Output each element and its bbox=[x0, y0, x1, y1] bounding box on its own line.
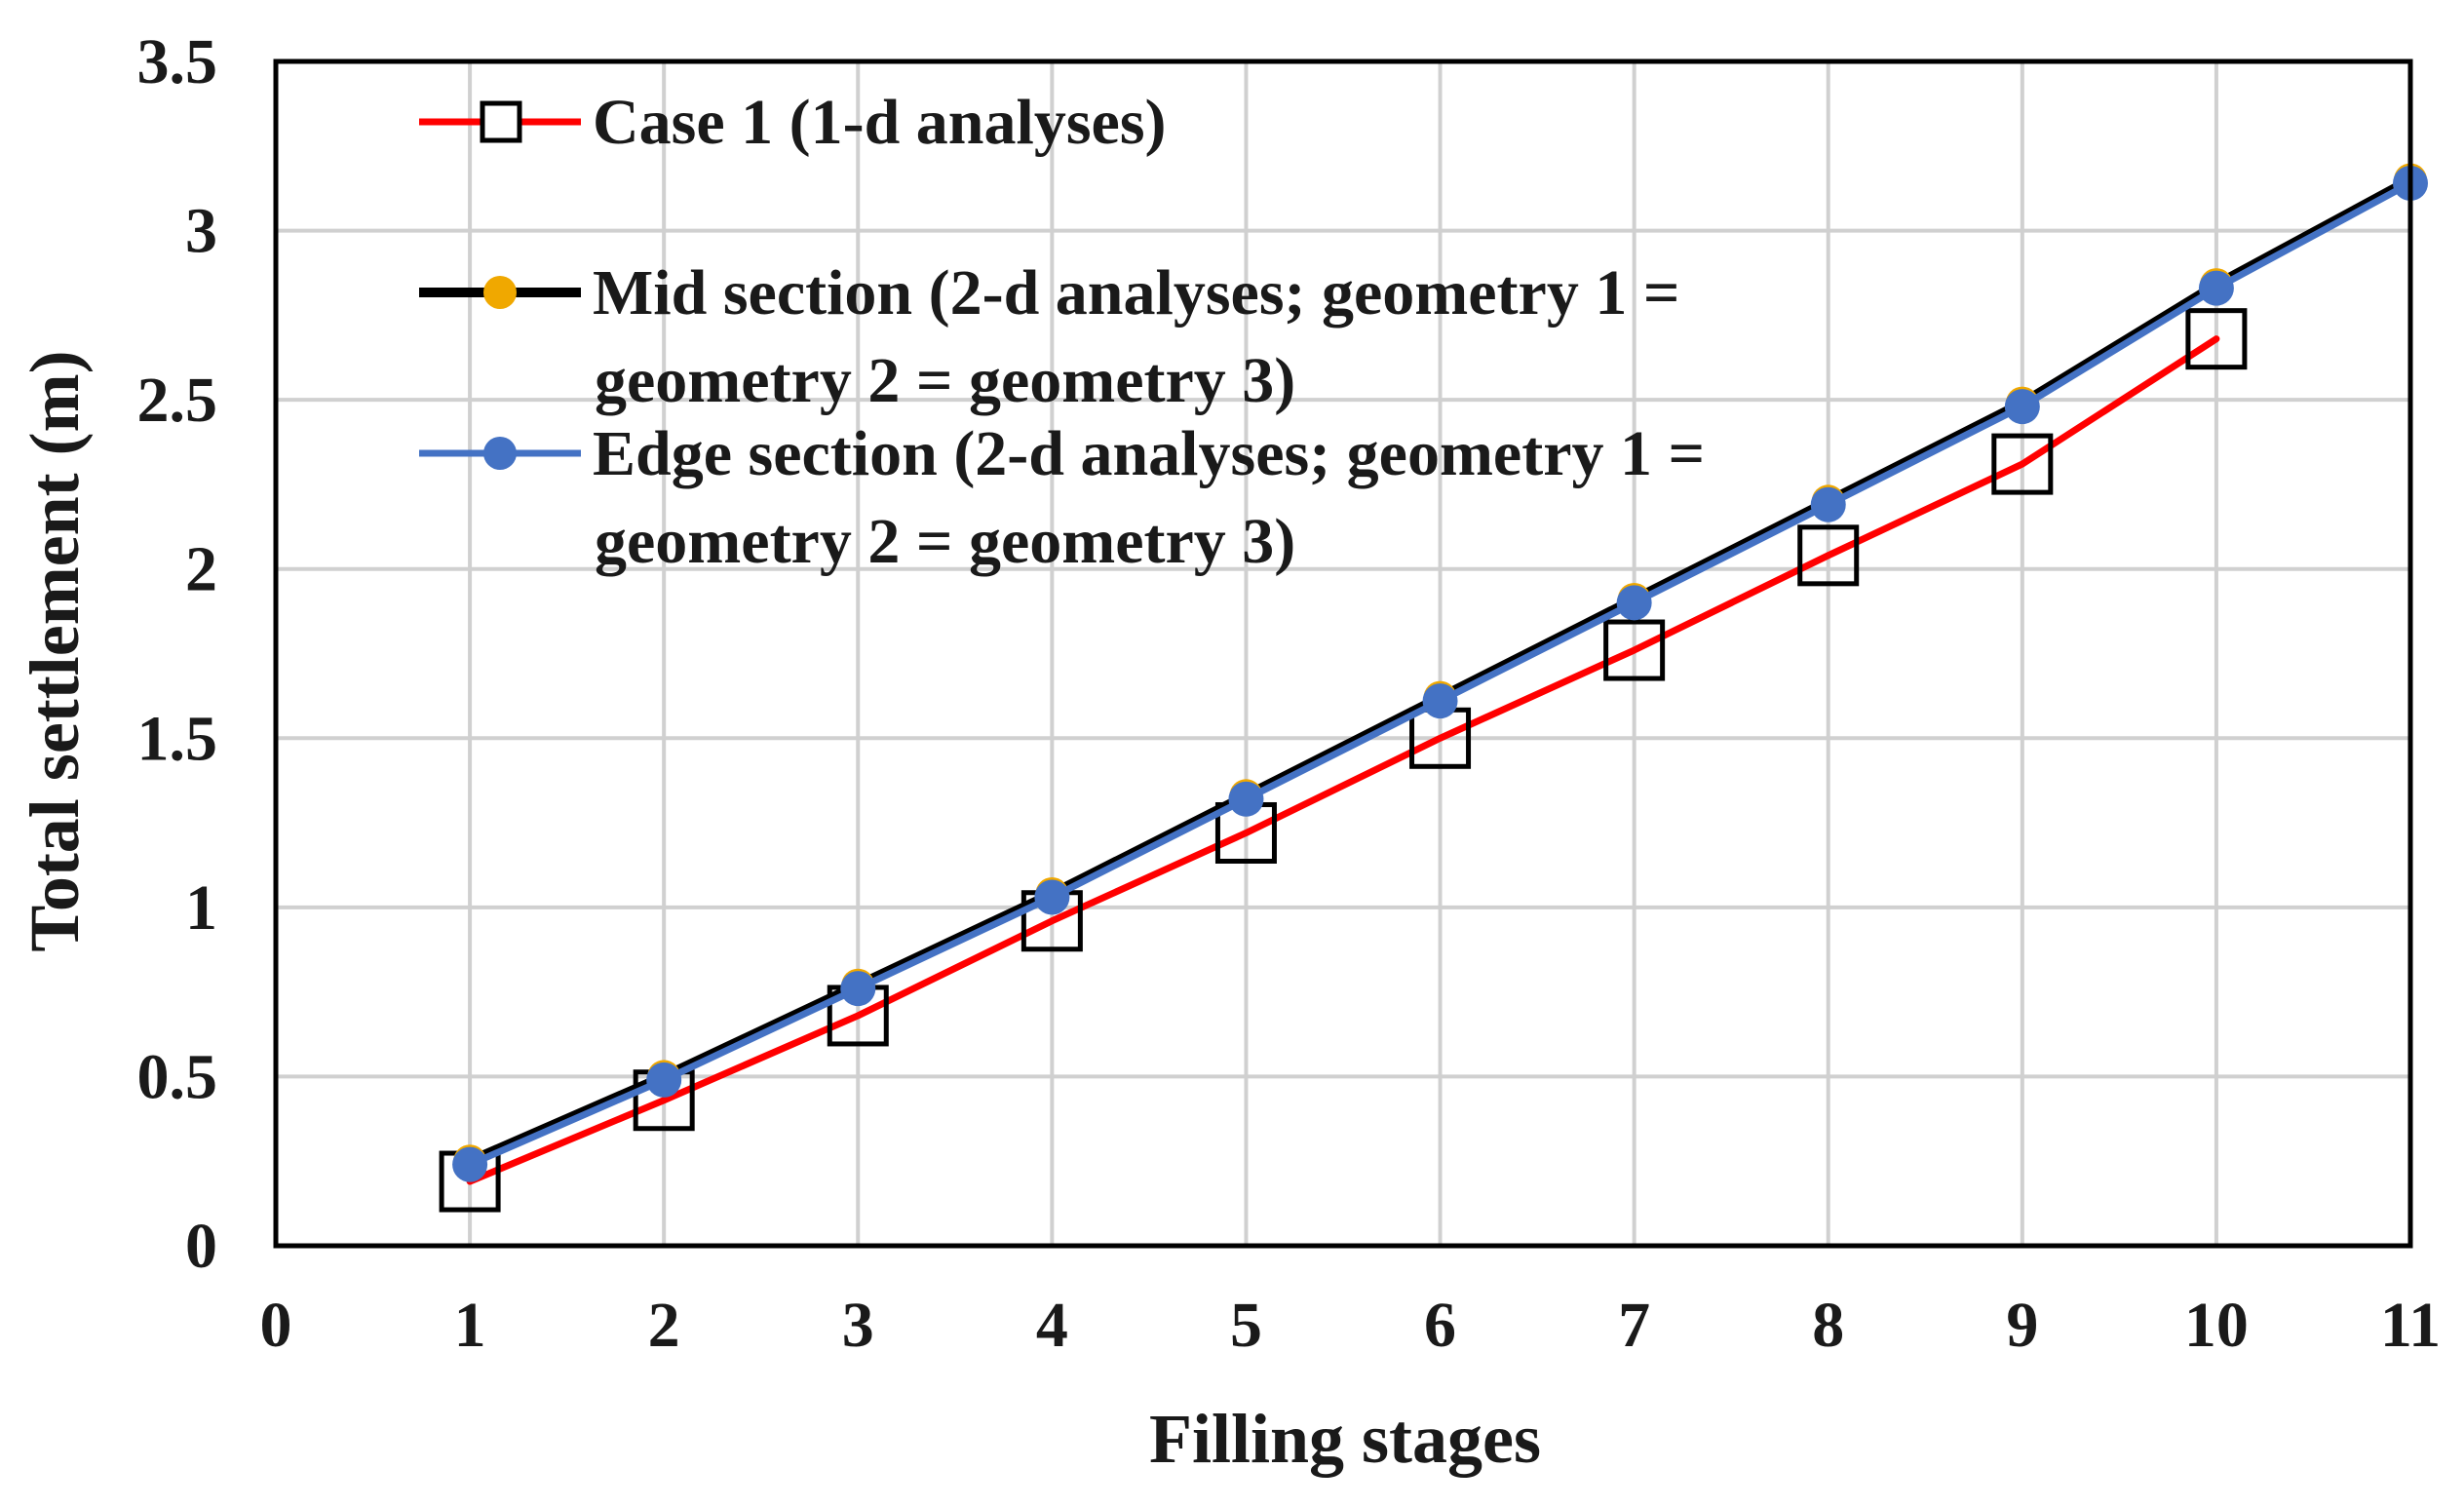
x-tick-label-4: 4 bbox=[1036, 1290, 1068, 1361]
y-tick-labels: 0 0.5 1 1.5 2 2.5 3 3.5 bbox=[137, 26, 218, 1282]
series-3-point-6 bbox=[1422, 683, 1458, 719]
x-tick-labels: 0 1 2 3 4 5 6 7 8 9 10 11 bbox=[260, 1290, 2442, 1361]
x-tick-label-1: 1 bbox=[454, 1290, 486, 1361]
series-line-1 bbox=[466, 335, 2220, 1185]
y-tick-label-1: 0.5 bbox=[137, 1041, 218, 1112]
x-axis-title: Filling stages bbox=[1149, 1400, 1541, 1478]
x-tick-label-2: 2 bbox=[648, 1290, 680, 1361]
series-1-point-9 bbox=[1991, 433, 2054, 495]
x-tick-label-5: 5 bbox=[1230, 1290, 1262, 1361]
x-tick-label-9: 9 bbox=[2006, 1290, 2038, 1361]
x-tick-label-0: 0 bbox=[260, 1290, 292, 1361]
x-tick-label-7: 7 bbox=[1618, 1290, 1650, 1361]
series-3-point-8 bbox=[1810, 486, 1846, 522]
y-tick-label-5: 2.5 bbox=[137, 365, 218, 436]
y-tick-label-2: 1 bbox=[185, 872, 217, 944]
series-1-point-7 bbox=[1603, 619, 1666, 681]
legend-marker-3 bbox=[483, 437, 517, 470]
legend-label-1-line-1: Case 1 (1-d analyses) bbox=[593, 87, 1167, 158]
y-axis-title: Total settlement (m) bbox=[16, 350, 94, 951]
y-tick-label-7: 3.5 bbox=[137, 26, 218, 97]
data-series bbox=[439, 163, 2428, 1213]
y-tick-label-3: 1.5 bbox=[137, 703, 218, 774]
x-tick-label-11: 11 bbox=[2380, 1290, 2441, 1361]
legend-marker-1 bbox=[480, 100, 522, 143]
series-3-point-5 bbox=[1228, 781, 1264, 817]
legend: Case 1 (1-d analyses) Mid section (2-d an… bbox=[419, 87, 1705, 577]
y-tick-label-0: 0 bbox=[185, 1211, 217, 1282]
series-3-point-10 bbox=[2198, 270, 2234, 306]
series-3-point-7 bbox=[1616, 585, 1652, 621]
series-3-point-9 bbox=[2004, 389, 2040, 425]
series-1-point-10 bbox=[2185, 308, 2248, 370]
legend-label-2-line-2: geometry 2 = geometry 3) bbox=[595, 345, 1295, 416]
gridlines bbox=[274, 59, 2412, 1248]
x-tick-label-10: 10 bbox=[2184, 1290, 2249, 1361]
legend-label-3-line-1: Edge section (2-d analyses; geometry 1 = bbox=[593, 418, 1705, 489]
series-3-point-1 bbox=[452, 1146, 488, 1182]
series-3-point-4 bbox=[1034, 879, 1070, 915]
y-tick-label-4: 2 bbox=[185, 534, 217, 605]
series-3-point-3 bbox=[840, 971, 876, 1007]
legend-label-3-line-2: geometry 2 = geometry 3) bbox=[595, 506, 1295, 577]
x-tick-label-8: 8 bbox=[1812, 1290, 1844, 1361]
y-tick-label-6: 3 bbox=[185, 196, 217, 267]
x-tick-label-3: 3 bbox=[842, 1290, 874, 1361]
legend-marker-2 bbox=[483, 276, 517, 309]
plot-border bbox=[273, 58, 2413, 1249]
legend-label-2-line-1: Mid section (2-d analyses; geometry 1 = bbox=[593, 257, 1679, 328]
x-tick-label-6: 6 bbox=[1424, 1290, 1456, 1361]
series-1-point-8 bbox=[1797, 524, 1860, 587]
series-3-point-2 bbox=[646, 1062, 682, 1098]
